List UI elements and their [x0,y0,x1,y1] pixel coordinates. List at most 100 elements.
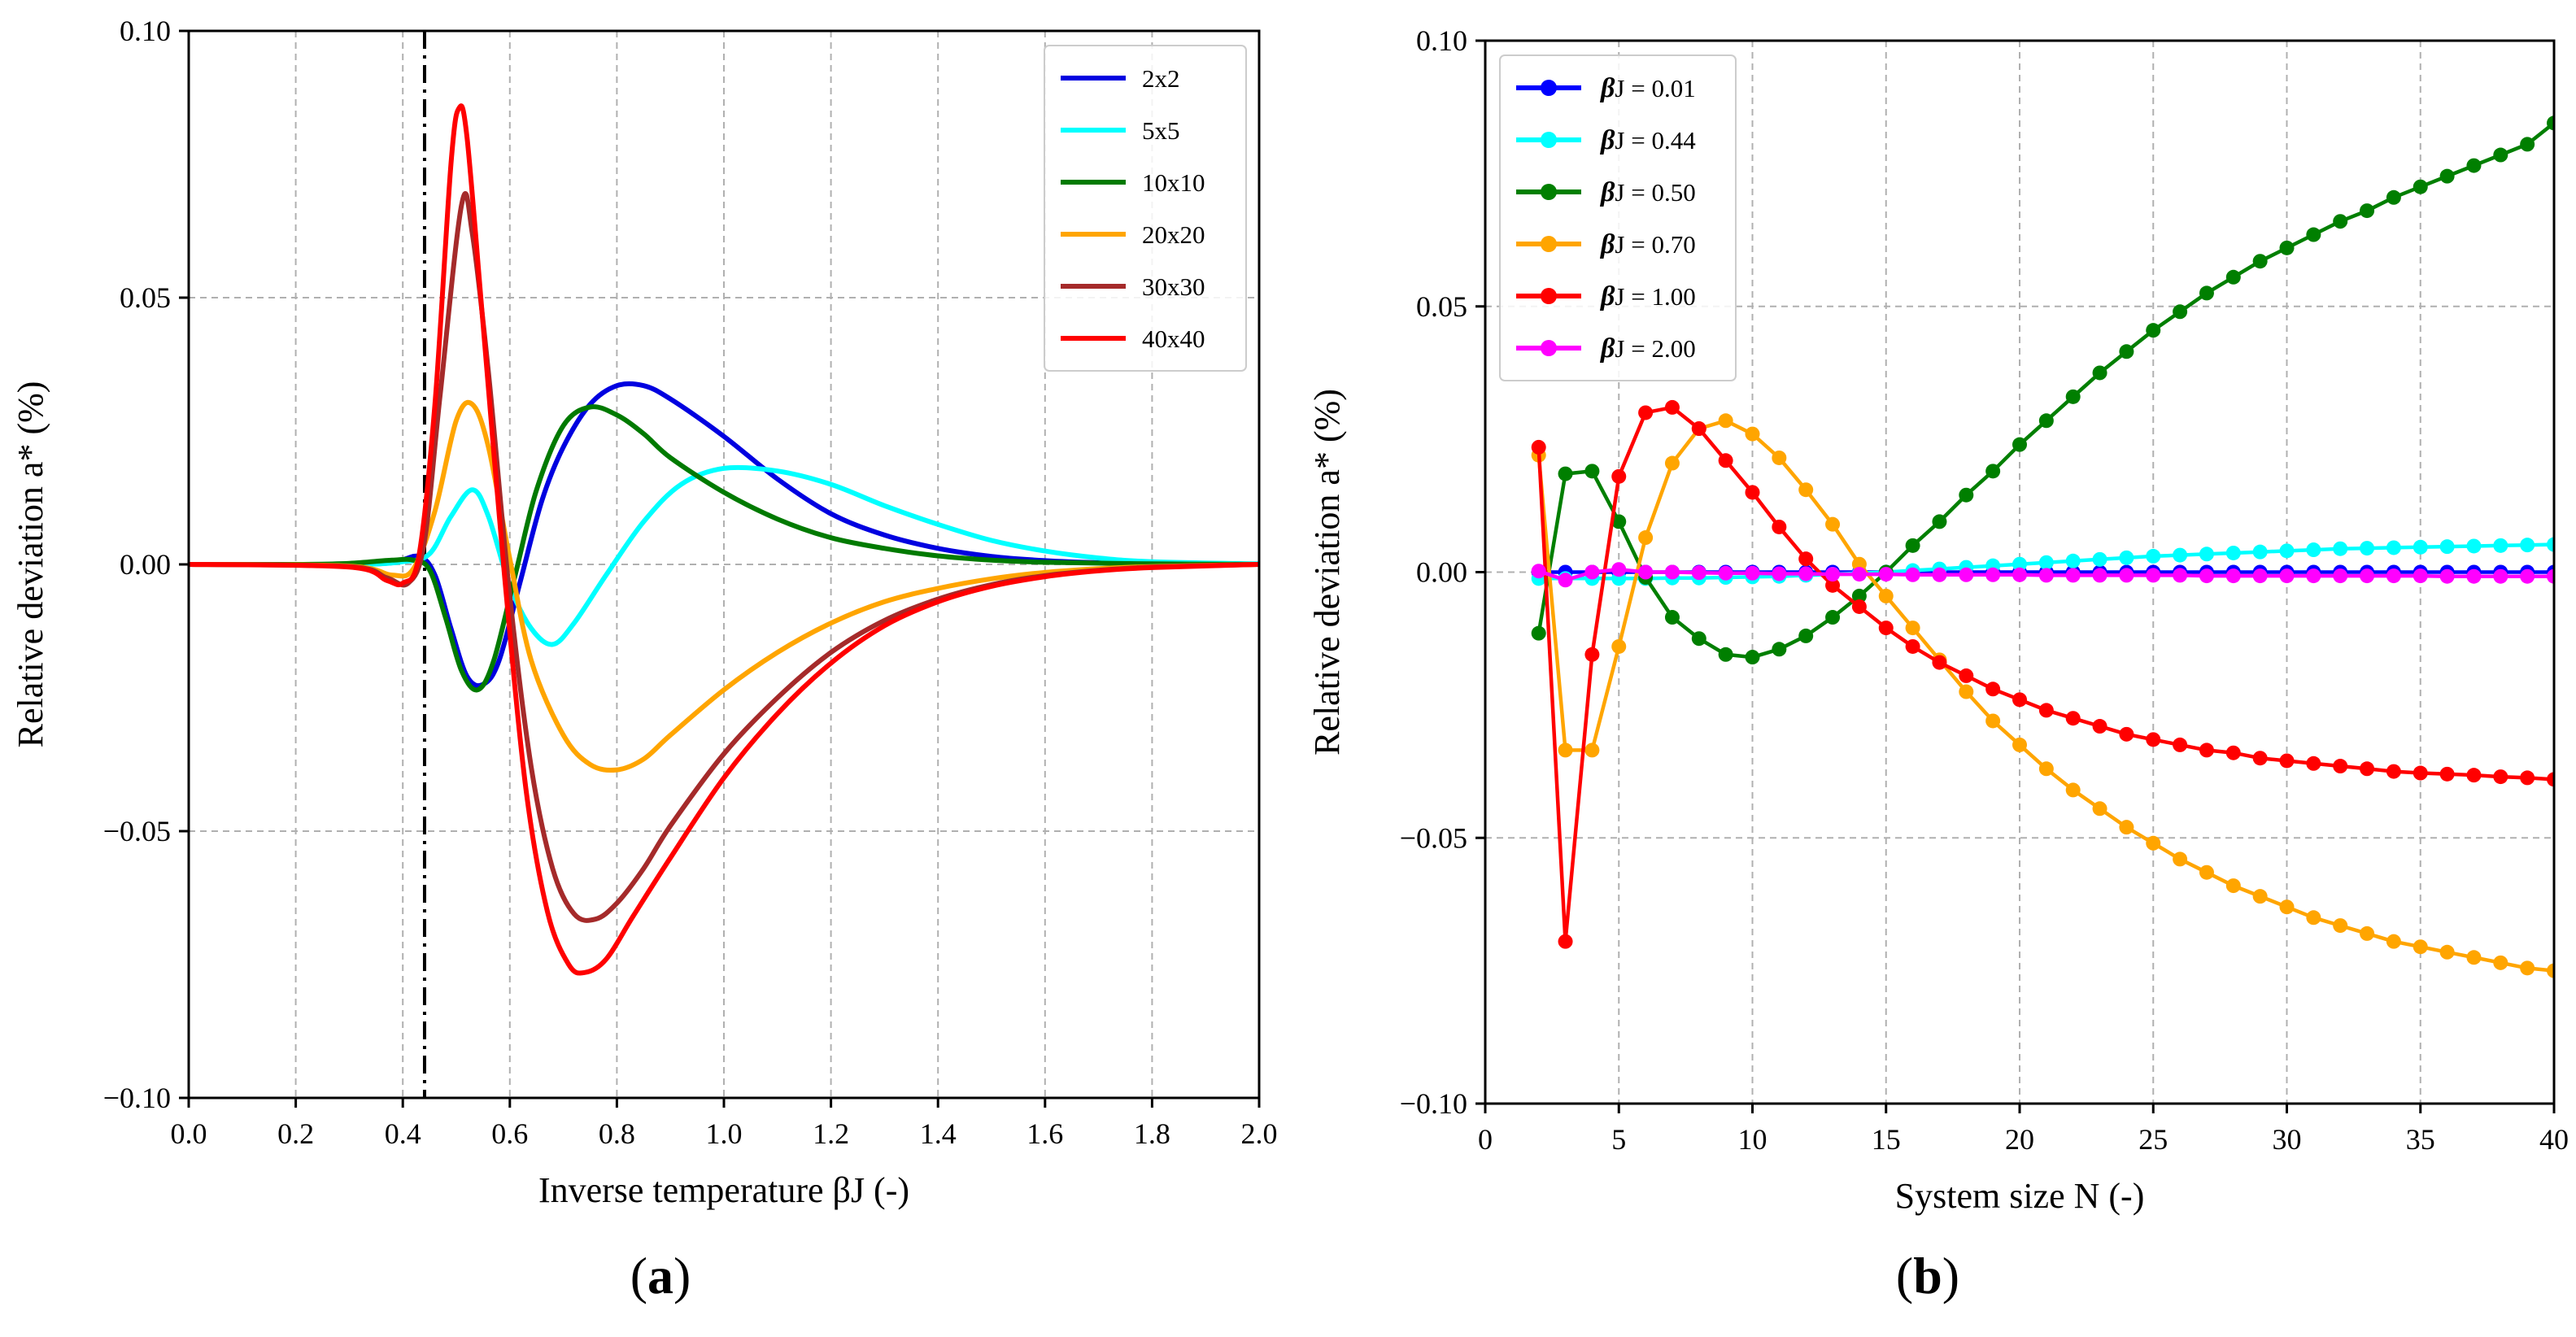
data-point [1798,482,1814,498]
data-point [2547,568,2554,584]
data-point [2225,745,2241,760]
legend-item: βJ = 0.70 [1516,229,1696,259]
data-point [1851,599,1867,614]
data-point [2092,801,2107,817]
data-point [2333,541,2348,556]
data-point [2119,726,2134,742]
legend-item: 20x20 [1061,220,1205,249]
series-line [189,103,1259,976]
data-point [1584,564,1600,580]
data-point [2279,753,2295,769]
x-tick-label: 30 [2273,1123,2302,1156]
y-axis-title: Relative deviation a* (%) [11,381,50,748]
data-point [2252,889,2268,904]
data-point [2520,770,2535,786]
data-point [1664,399,1680,415]
y-tick-label: 0.00 [120,548,171,581]
data-point [1691,565,1706,581]
data-point [1825,610,1841,625]
data-point [2146,323,2161,338]
data-point [1772,566,1787,581]
x-tick-label: 20 [2005,1123,2034,1156]
data-point [1531,564,1546,579]
y-tick-label: 0.10 [120,15,171,47]
y-tick-label: 0.05 [1416,290,1467,323]
data-point [2439,766,2455,782]
data-point [1825,567,1841,582]
y-axis-title: Relative deviation a* (%) [1307,389,1347,756]
data-point [2065,389,2081,404]
data-point [1584,743,1600,758]
series-line [189,399,1259,773]
data-point [1611,468,1627,484]
data-point [2413,765,2428,781]
data-point [1878,588,1894,603]
series-line [189,464,1259,647]
data-point [1611,638,1627,654]
data-point [2146,548,2161,564]
data-point [2252,751,2268,766]
legend-item: βJ = 0.01 [1516,73,1696,103]
data-point [2386,189,2401,205]
data-point [2119,568,2134,583]
data-point [1718,565,1733,581]
data-point [1664,455,1680,471]
data-point [2092,568,2107,583]
data-point [2038,568,2054,583]
data-point [1959,487,1974,503]
legend-marker [1541,340,1557,356]
data-point [1825,516,1841,532]
y-axis: −0.10 −0.05 0.00 0.05 0.10 [1400,24,1485,1120]
data-point [2279,568,2295,584]
x-tick-label: 10 [1738,1123,1767,1156]
legend-marker [1541,80,1557,96]
data-point [2386,540,2401,555]
data-point [2012,567,2027,582]
data-point [2279,543,2295,559]
data-point [1611,514,1627,529]
data-point [2012,692,2027,708]
data-point [2173,737,2188,752]
legend-item: 2x2 [1061,64,1180,93]
series-3 [1531,413,2554,978]
x-tick-label: 40 [2539,1123,2569,1156]
data-point [1718,453,1733,468]
data-point [1959,668,1974,683]
data-point [1611,562,1627,577]
data-point [2146,835,2161,851]
data-point [2199,743,2214,758]
y-tick-label: 0.10 [1416,24,1467,57]
data-point [1798,628,1814,643]
legend-label: βJ = 0.01 [1599,73,1696,103]
legend-item: βJ = 0.44 [1516,125,1696,155]
x-tick-label: 0.6 [491,1117,528,1150]
data-point [1638,405,1654,420]
data-point [1558,934,1573,949]
legend-marker [1541,236,1557,252]
data-point [1932,514,1947,529]
data-point [1691,421,1706,437]
series-5 [189,103,1259,976]
data-point [2360,761,2375,777]
data-point [2547,537,2554,552]
legend-marker [1541,132,1557,148]
x-tick-label: 1.0 [706,1117,743,1150]
data-point [2439,944,2455,960]
data-point [2413,568,2428,584]
legend-item: 30x30 [1061,272,1205,301]
data-point [1985,567,2001,582]
data-point [2092,365,2107,381]
series-2 [189,404,1259,693]
legend: βJ = 0.01 βJ = 0.44 βJ = 0.50 βJ = 0.70 βJ =… [1499,54,1737,381]
data-point [1638,530,1654,546]
plot-area [1531,115,2554,978]
data-point [1825,577,1841,593]
data-point [1664,564,1680,580]
legend-item: 5x5 [1061,116,1180,145]
data-point [2225,269,2241,285]
legend-label: 40x40 [1142,324,1205,353]
data-point [2173,568,2188,583]
data-point [1932,655,1947,670]
chart-panel-a: 0.0 0.2 0.4 0.6 0.8 1.0 1.2 1.4 1.6 1.8 2.0−0.10−0… [11,15,1278,1304]
